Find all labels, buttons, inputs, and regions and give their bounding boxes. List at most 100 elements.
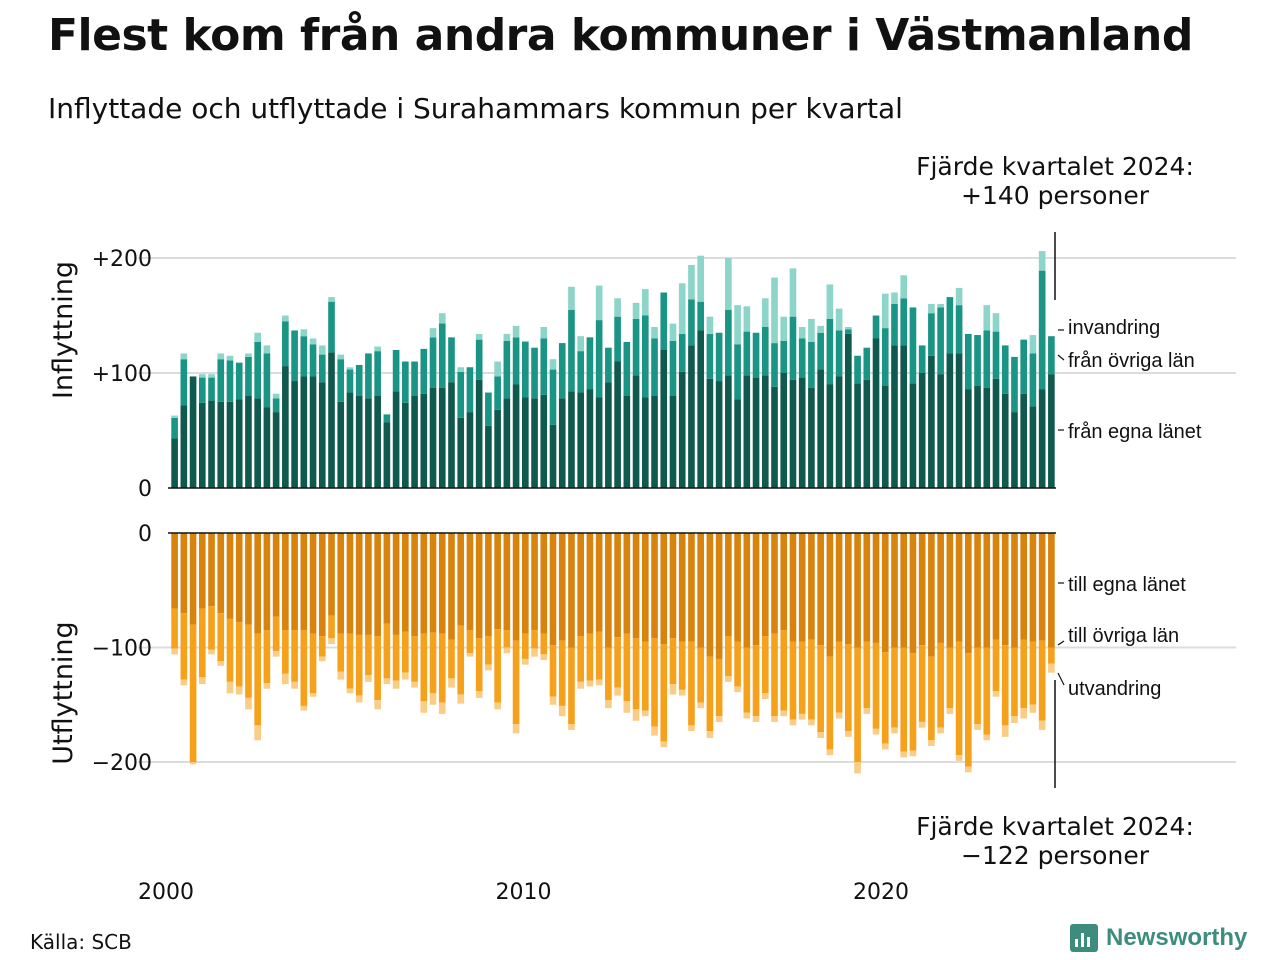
bar-in-other-counties bbox=[697, 301, 704, 331]
bar-out-own-county bbox=[272, 533, 280, 617]
bar-out-own-county bbox=[466, 533, 474, 631]
bar-in-own-county bbox=[872, 338, 880, 488]
bar-out-emigration bbox=[180, 679, 188, 686]
bar-out-other-counties bbox=[549, 645, 557, 697]
bar-out-own-county bbox=[263, 533, 271, 631]
bar-out-emigration bbox=[549, 696, 557, 705]
bar-in-own-county bbox=[226, 401, 234, 488]
bar-out-emigration bbox=[872, 728, 880, 735]
bar-out-other-counties bbox=[503, 630, 511, 648]
bar-out-other-counties bbox=[983, 647, 991, 735]
bar-out-own-county bbox=[752, 533, 760, 646]
bar-in-own-county bbox=[863, 379, 871, 488]
bar-out-emigration bbox=[992, 691, 1000, 697]
bar-in-immigration bbox=[688, 264, 695, 300]
bar-out-other-counties bbox=[937, 642, 944, 728]
bar-out-other-counties bbox=[217, 613, 225, 662]
bar-in-other-counties bbox=[798, 338, 806, 378]
bar-in-own-county bbox=[208, 400, 215, 488]
bar-out-other-counties bbox=[660, 644, 668, 742]
bar-out-emigration bbox=[1048, 663, 1055, 673]
bar-in-own-county bbox=[512, 384, 520, 488]
bar-out-other-counties bbox=[522, 633, 529, 659]
bar-in-own-county bbox=[198, 402, 206, 488]
bar-out-own-county bbox=[208, 533, 215, 607]
bar-out-other-counties bbox=[494, 629, 501, 703]
bar-in-own-county bbox=[752, 377, 760, 488]
bar-out-other-counties bbox=[531, 630, 538, 649]
bar-in-own-county bbox=[688, 345, 695, 488]
bar-out-emigration bbox=[217, 661, 225, 666]
bar-out-emigration bbox=[789, 719, 797, 726]
bar-in-immigration bbox=[475, 333, 483, 340]
bar-in-own-county bbox=[937, 374, 944, 488]
bar-in-immigration bbox=[771, 277, 778, 344]
bar-out-own-county bbox=[254, 533, 261, 634]
bar-in-other-counties bbox=[909, 307, 917, 384]
bar-in-immigration bbox=[429, 328, 437, 338]
bar-out-other-counties bbox=[1038, 640, 1046, 721]
bar-out-other-counties bbox=[291, 630, 298, 682]
bar-out-other-counties bbox=[946, 647, 954, 709]
bar-out-emigration bbox=[503, 647, 511, 654]
bar-out-other-counties bbox=[475, 638, 483, 692]
bar-in-other-counties bbox=[1011, 356, 1018, 413]
bar-out-own-county bbox=[512, 533, 520, 641]
bar-in-immigration bbox=[651, 327, 658, 339]
bar-in-immigration bbox=[300, 329, 308, 337]
bar-in-own-county bbox=[678, 371, 686, 488]
bar-in-other-counties bbox=[1020, 339, 1028, 394]
bar-out-own-county bbox=[771, 533, 778, 634]
bar-out-own-county bbox=[457, 533, 465, 626]
bar-in-own-county bbox=[734, 399, 741, 488]
bar-in-other-counties bbox=[365, 353, 372, 399]
bar-out-own-county bbox=[245, 533, 252, 625]
annotation-in-line2: +140 personer bbox=[961, 181, 1150, 210]
bar-out-emigration bbox=[863, 708, 871, 714]
bar-out-own-county bbox=[494, 533, 501, 630]
bar-out-emigration bbox=[623, 701, 631, 713]
bar-in-other-counties bbox=[623, 341, 631, 396]
bar-in-other-counties bbox=[328, 301, 335, 353]
bar-in-other-counties bbox=[928, 313, 935, 356]
bar-in-own-county bbox=[881, 385, 889, 488]
legend-label-out: till övriga län bbox=[1068, 625, 1179, 647]
bar-out-emigration bbox=[365, 674, 372, 682]
bar-out-other-counties bbox=[734, 641, 741, 687]
bar-out-own-county bbox=[706, 533, 714, 657]
bar-out-own-county bbox=[189, 533, 197, 625]
bar-out-own-county bbox=[540, 533, 548, 634]
bar-out-emigration bbox=[891, 727, 898, 734]
bar-in-own-county bbox=[337, 401, 345, 488]
bar-out-own-county bbox=[365, 533, 372, 635]
xtick-label: 2020 bbox=[853, 880, 909, 905]
bar-out-own-county bbox=[715, 533, 723, 659]
bar-out-other-counties bbox=[383, 623, 391, 679]
bar-out-own-county bbox=[660, 533, 668, 645]
bar-in-own-county bbox=[789, 379, 797, 488]
bar-out-emigration bbox=[1020, 708, 1028, 719]
ytick-label-in: 0 bbox=[138, 477, 152, 502]
bar-in-immigration bbox=[457, 367, 465, 372]
bar-out-other-counties bbox=[568, 647, 575, 725]
bar-out-emigration bbox=[1011, 716, 1018, 724]
annotation-in-line1: Fjärde kvartalet 2024: bbox=[916, 152, 1194, 181]
bar-in-own-county bbox=[328, 352, 335, 488]
bar-out-emigration bbox=[309, 693, 317, 697]
bar-in-other-counties bbox=[965, 333, 972, 390]
bar-in-own-county bbox=[245, 396, 252, 488]
bar-in-own-county bbox=[928, 355, 935, 488]
bar-out-emigration bbox=[198, 677, 206, 685]
bar-out-other-counties bbox=[900, 647, 908, 752]
bar-out-other-counties bbox=[771, 633, 778, 717]
bar-out-other-counties bbox=[485, 636, 492, 665]
bar-in-other-counties bbox=[632, 318, 640, 376]
bar-in-other-counties bbox=[300, 336, 308, 377]
bar-in-immigration bbox=[245, 353, 252, 357]
bar-out-own-county bbox=[734, 533, 741, 642]
bar-out-emigration bbox=[300, 705, 308, 711]
bar-out-emigration bbox=[568, 724, 575, 730]
legend-label-in: från egna länet bbox=[1068, 421, 1202, 443]
bar-in-own-county bbox=[531, 398, 538, 488]
